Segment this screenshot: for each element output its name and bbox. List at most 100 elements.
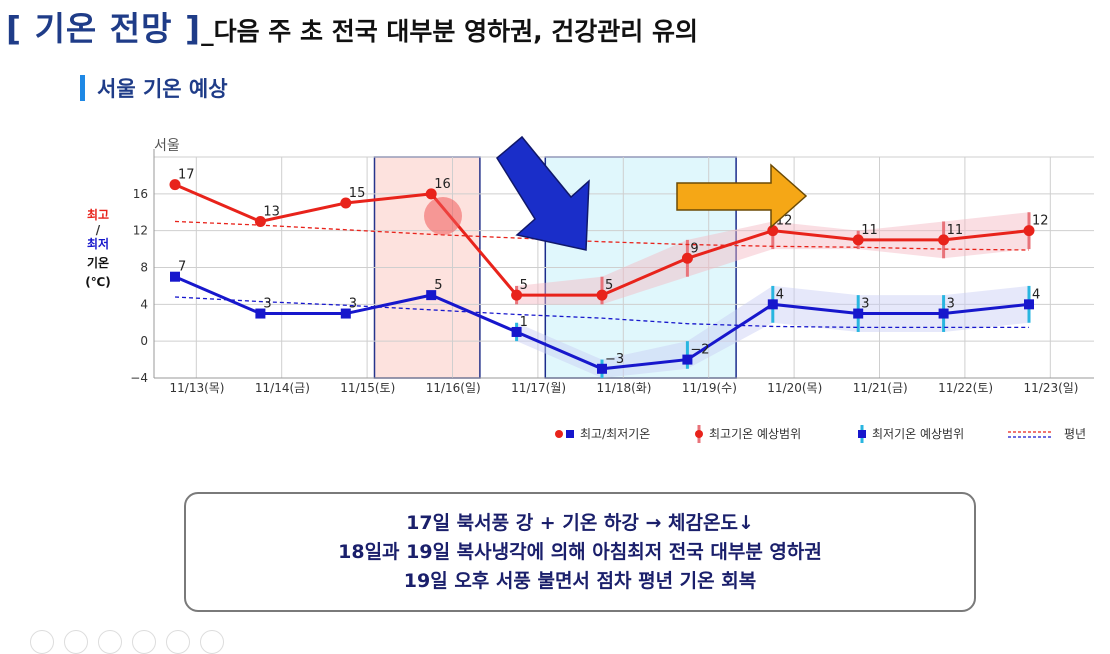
temperature-chart: −4 0 4 8 12 16 서울 11/13(목) 11/14(금) 11/15(토) 11/16… <box>130 135 1094 443</box>
high-forecast-band <box>516 212 1029 305</box>
high-temp-label: 11 <box>861 223 878 238</box>
low-temp-point <box>340 308 351 319</box>
low-temp-point <box>597 363 607 374</box>
headline: [ 기온 전망 ]_다음 주 초 전국 대부분 영하권, 건강관리 유의 <box>6 2 698 50</box>
legend-label-high-range: 최고기온 예상범위 <box>709 427 801 441</box>
y-tick-label: 8 <box>140 261 148 275</box>
x-tick-label: 11/19(수) <box>682 381 737 395</box>
nav-dot[interactable] <box>30 630 54 654</box>
summary-box: 17일 북서풍 강 + 기온 하강 → 체감온도↓ 18일과 19일 복사냉각에… <box>184 492 976 612</box>
section-title: 서울 기온 예상 <box>97 77 228 101</box>
high-temp-point <box>425 188 437 200</box>
cold-trend-arrow <box>496 135 590 251</box>
legend-low-range-marker <box>858 430 866 438</box>
low-temp-point <box>853 308 864 319</box>
section-marker <box>80 75 85 101</box>
nav-dot[interactable] <box>64 630 88 654</box>
low-temp-point <box>511 326 522 337</box>
high-temp-label: 5 <box>605 278 613 293</box>
x-tick-label: 11/14(금) <box>255 381 310 395</box>
high-temp-point <box>169 179 181 191</box>
high-temp-label: 17 <box>178 168 195 183</box>
legend-high-range-marker <box>695 430 703 438</box>
low-temp-point <box>255 308 266 319</box>
slide-nav-dots <box>30 630 224 654</box>
normal-low-line <box>174 296 1029 329</box>
pointer-highlight <box>424 197 462 235</box>
high-temp-point <box>681 252 693 264</box>
x-tick-label: 11/13(목) <box>170 381 225 395</box>
normal-high-line <box>174 220 1030 251</box>
x-tick-label: 11/20(목) <box>767 381 822 395</box>
legend-label-normal: 평년 <box>1064 427 1086 441</box>
headline-subtitle: _다음 주 초 전국 대부분 영하권, 건강관리 유의 <box>201 17 699 46</box>
low-temp-point <box>170 271 180 282</box>
low-temp-point <box>938 308 949 319</box>
low-temp-label: −2 <box>690 343 709 358</box>
low-temp-label: 1 <box>520 315 528 330</box>
summary-line-2: 18일과 19일 복사냉각에 의해 아침최저 전국 대부분 영하권 <box>338 540 822 563</box>
x-tick-label: 11/23(일) <box>1024 381 1079 395</box>
y-tick-label: 4 <box>140 297 148 311</box>
summary-line-1: 17일 북서풍 강 + 기온 하강 → 체감온도↓ <box>406 511 754 534</box>
y-tick-label: 16 <box>133 187 148 201</box>
y-legend-low: 최저 <box>86 237 110 251</box>
y-tick-label: −4 <box>130 371 148 385</box>
x-tick-label: 11/22(토) <box>938 381 993 395</box>
legend-label-low-range: 최저기온 예상범위 <box>872 427 964 441</box>
high-temp-label: 11 <box>947 223 964 238</box>
low-temp-label: 3 <box>947 297 955 312</box>
low-temp-label: 7 <box>178 260 186 275</box>
low-temp-label: 4 <box>1032 287 1040 302</box>
low-forecast-band <box>516 285 1029 378</box>
high-temp-label: 13 <box>263 204 280 219</box>
x-tick-label: 11/15(토) <box>340 381 395 395</box>
nav-dot[interactable] <box>166 630 190 654</box>
high-temp-point <box>340 197 352 209</box>
nav-dot[interactable] <box>200 630 224 654</box>
high-temp-point <box>852 234 864 246</box>
x-tick-label: 11/21(금) <box>853 381 908 395</box>
high-temp-label: 5 <box>520 278 528 293</box>
low-temp-label: 3 <box>861 297 869 312</box>
y-tick-label: 0 <box>140 334 148 348</box>
x-tick-label: 11/16(일) <box>426 381 481 395</box>
headline-title: [ 기온 전망 ] <box>6 9 202 48</box>
low-temp-label: 5 <box>434 278 442 293</box>
y-axis-legend: 최고 / 최저 기온 (℃) <box>76 206 120 292</box>
low-temp-point <box>1024 299 1034 310</box>
legend-label-series: 최고/최저기온 <box>580 427 650 441</box>
low-temp-point <box>426 290 437 301</box>
nav-dot[interactable] <box>132 630 156 654</box>
high-temp-point <box>767 225 779 237</box>
high-temp-point <box>511 289 523 301</box>
chart-title: 서울 <box>154 138 180 154</box>
summary-line-3: 19일 오후 서풍 불면서 점차 평년 기온 회복 <box>403 569 757 592</box>
recovery-trend-arrow <box>676 163 808 229</box>
high-temp-point <box>1023 225 1035 237</box>
x-tick-label: 11/18(화) <box>597 381 652 395</box>
legend-high-marker <box>555 430 563 438</box>
low-temp-label: 3 <box>263 297 271 312</box>
low-temp-label: 3 <box>349 297 357 312</box>
y-tick-label: 12 <box>133 224 148 238</box>
high-temp-label: 9 <box>690 241 698 256</box>
y-legend-temp: 기온 <box>86 256 110 270</box>
high-temp-point <box>254 215 266 227</box>
low-temp-label: −3 <box>605 352 624 367</box>
x-tick-label: 11/17(월) <box>511 381 566 395</box>
y-legend-slash: / <box>95 223 101 237</box>
high-temp-point <box>596 289 608 301</box>
section-header: 서울 기온 예상 <box>80 73 228 103</box>
nav-dot[interactable] <box>98 630 122 654</box>
high-temp-label: 15 <box>349 186 366 201</box>
high-temp-point <box>938 234 950 246</box>
high-temp-label: 12 <box>1032 214 1049 229</box>
y-legend-unit: (℃) <box>85 275 111 289</box>
y-legend-high: 최고 <box>86 208 110 222</box>
legend-low-marker <box>566 430 574 438</box>
low-temp-label: 4 <box>776 287 784 302</box>
low-temp-point <box>682 354 693 365</box>
low-temp-point <box>767 299 778 310</box>
high-temp-label: 16 <box>434 177 451 192</box>
